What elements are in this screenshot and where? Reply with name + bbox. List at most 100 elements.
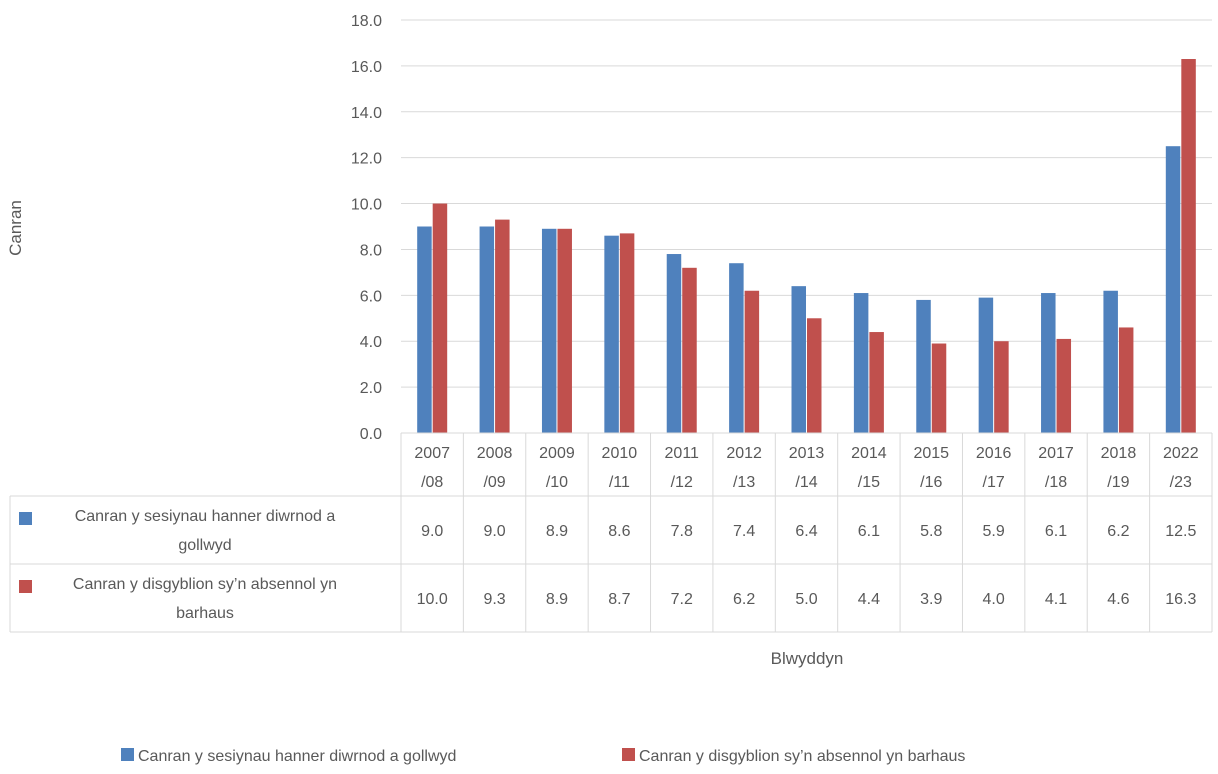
bar-sessions-missed — [541, 228, 557, 433]
bar-persistently-absent — [557, 228, 572, 433]
bar-sessions-missed — [978, 297, 994, 433]
y-axis-title: Canran — [6, 200, 25, 256]
x-tick-label: 2022 — [1163, 445, 1199, 462]
bar-persistently-absent — [869, 332, 884, 433]
bar-persistently-absent — [931, 343, 947, 433]
data-value-label: 16.3 — [1165, 591, 1196, 608]
table-series-label: gollwyd — [178, 537, 231, 554]
bar-persistently-absent — [1118, 327, 1134, 433]
y-tick-label: 14.0 — [351, 105, 382, 122]
bar-persistently-absent — [682, 267, 697, 433]
y-tick-label: 2.0 — [360, 380, 382, 397]
x-tick-label: /16 — [920, 474, 942, 491]
data-value-label: 5.0 — [795, 591, 817, 608]
bar-persistently-absent — [1056, 338, 1072, 433]
bar-sessions-missed — [1165, 146, 1181, 433]
x-tick-label: 2015 — [913, 445, 949, 462]
data-value-label: 7.8 — [671, 523, 693, 540]
data-value-label: 7.2 — [671, 591, 693, 608]
x-tick-label: 2017 — [1038, 445, 1074, 462]
y-tick-label: 4.0 — [360, 334, 382, 351]
data-value-label: 4.1 — [1045, 591, 1067, 608]
y-tick-label: 12.0 — [351, 151, 382, 168]
data-value-label: 9.0 — [421, 523, 443, 540]
bar-sessions-missed — [853, 293, 869, 433]
x-tick-label: /08 — [421, 474, 443, 491]
x-tick-label: /23 — [1170, 474, 1192, 491]
data-value-label: 6.1 — [1045, 523, 1067, 540]
bar-sessions-missed — [666, 254, 682, 433]
bar-persistently-absent — [744, 290, 760, 433]
x-tick-label: /19 — [1107, 474, 1129, 491]
bar-persistently-absent — [994, 341, 1009, 433]
y-tick-label: 0.0 — [360, 426, 382, 443]
bar-sessions-missed — [916, 299, 931, 433]
bar-sessions-missed — [1103, 290, 1118, 433]
x-tick-label: 2012 — [726, 445, 762, 462]
legend-label: Canran y disgyblion sy’n absennol yn bar… — [639, 748, 965, 765]
data-value-label: 10.0 — [417, 591, 448, 608]
bar-sessions-missed — [417, 226, 432, 433]
data-value-label: 4.4 — [858, 591, 880, 608]
x-tick-label: 2010 — [602, 445, 638, 462]
x-tick-label: 2011 — [665, 445, 700, 462]
y-tick-label: 6.0 — [360, 288, 382, 305]
legend-swatch — [622, 748, 635, 761]
bar-sessions-missed — [791, 286, 806, 433]
data-value-label: 9.0 — [483, 523, 505, 540]
data-value-label: 12.5 — [1165, 523, 1196, 540]
x-tick-label: 2018 — [1101, 445, 1137, 462]
data-value-label: 4.0 — [983, 591, 1005, 608]
data-value-label: 6.4 — [795, 523, 817, 540]
bar-sessions-missed — [604, 235, 619, 433]
table-series-label: Canran y sesiynau hanner diwrnod a — [75, 508, 336, 525]
data-value-label: 6.2 — [1107, 523, 1129, 540]
x-tick-label: /12 — [671, 474, 693, 491]
y-tick-label: 8.0 — [360, 242, 382, 259]
legend-swatch — [121, 748, 134, 761]
x-tick-label: /15 — [858, 474, 880, 491]
x-tick-label: 2013 — [789, 445, 825, 462]
x-tick-label: 2014 — [851, 445, 887, 462]
x-tick-label: 2009 — [539, 445, 575, 462]
data-value-label: 6.1 — [858, 523, 880, 540]
y-tick-label: 10.0 — [351, 197, 382, 214]
x-tick-label: /10 — [546, 474, 568, 491]
data-value-label: 5.8 — [920, 523, 942, 540]
bar-sessions-missed — [729, 263, 744, 433]
x-tick-label: 2007 — [414, 445, 450, 462]
data-value-label: 8.9 — [546, 523, 568, 540]
bar-persistently-absent — [1181, 59, 1196, 433]
bar-persistently-absent — [619, 233, 635, 433]
x-tick-label: /14 — [795, 474, 817, 491]
y-tick-label: 16.0 — [351, 59, 382, 76]
x-tick-label: /09 — [483, 474, 505, 491]
data-value-label: 8.9 — [546, 591, 568, 608]
x-tick-label: 2016 — [976, 445, 1012, 462]
data-value-label: 6.2 — [733, 591, 755, 608]
y-tick-label: 18.0 — [351, 13, 382, 30]
table-series-label: barhaus — [176, 605, 234, 622]
x-tick-label: /13 — [733, 474, 755, 491]
x-tick-label: /11 — [609, 474, 630, 491]
bar-sessions-missed — [1041, 293, 1056, 433]
legend-label: Canran y sesiynau hanner diwrnod a gollw… — [138, 748, 456, 765]
table-legend-key — [19, 512, 32, 525]
bar-sessions-missed — [479, 226, 495, 433]
data-value-label: 7.4 — [733, 523, 755, 540]
x-tick-label: /18 — [1045, 474, 1067, 491]
x-tick-label: 2008 — [477, 445, 513, 462]
bar-persistently-absent — [495, 219, 510, 433]
data-value-label: 3.9 — [920, 591, 942, 608]
bar-persistently-absent — [432, 203, 448, 433]
table-series-label: Canran y disgyblion sy’n absennol yn — [73, 576, 337, 593]
x-tick-label: /17 — [983, 474, 1005, 491]
data-value-label: 5.9 — [983, 523, 1005, 540]
bar-persistently-absent — [807, 318, 822, 433]
data-value-label: 4.6 — [1107, 591, 1129, 608]
data-value-label: 8.6 — [608, 523, 630, 540]
data-value-label: 9.3 — [483, 591, 505, 608]
table-legend-key — [19, 580, 32, 593]
